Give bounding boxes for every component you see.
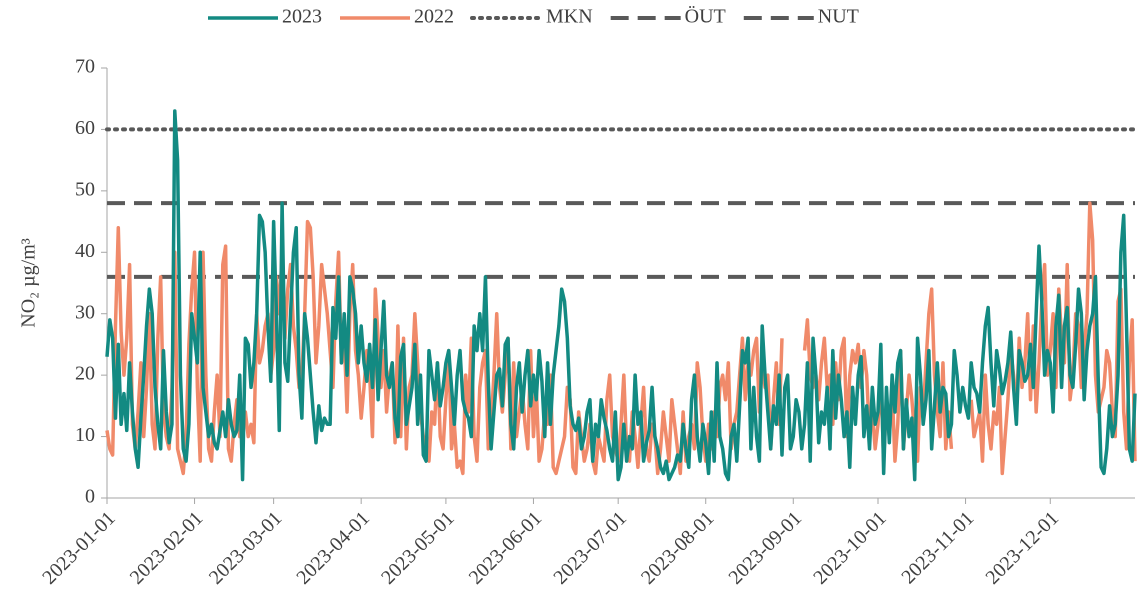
x-tick-label: 2023-03-01 [205,507,287,589]
y-tick-label: 10 [75,424,95,446]
legend-label: NUT [818,6,859,28]
x-tick-label: 2023-07-01 [549,507,631,589]
y-tick-label: 70 [75,56,95,78]
x-tick-label: 2023-11-01 [897,507,978,588]
series-line [105,109,1137,482]
x-tick-label: 2023-04-01 [292,507,374,589]
legend-label: MKN [546,6,593,28]
x-tick-label: 2023-01-01 [38,507,120,589]
legend-label: 2023 [282,6,322,28]
y-axis-label: NO₂ µg/m³ [18,238,40,328]
x-tick-label: 2023-02-01 [126,507,208,589]
y-tick-label: 50 [75,178,95,200]
series-line [105,201,1137,476]
y-tick-label: 0 [85,486,95,508]
x-tick-label: 2023-09-01 [725,507,807,589]
x-tick-label: 2023-10-01 [809,507,891,589]
y-tick-label: 20 [75,363,95,385]
y-tick-label: 60 [75,117,95,139]
x-tick-label: 2023-12-01 [982,507,1064,589]
y-tick-label: 40 [75,240,95,262]
legend-label: ÖUT [685,5,726,28]
x-tick-label: 2023-06-01 [465,507,547,589]
x-tick-label: 2023-05-01 [377,507,459,589]
y-tick-label: 30 [75,301,95,323]
legend-label: 2022 [414,6,454,28]
x-tick-label: 2023-08-01 [637,507,719,589]
